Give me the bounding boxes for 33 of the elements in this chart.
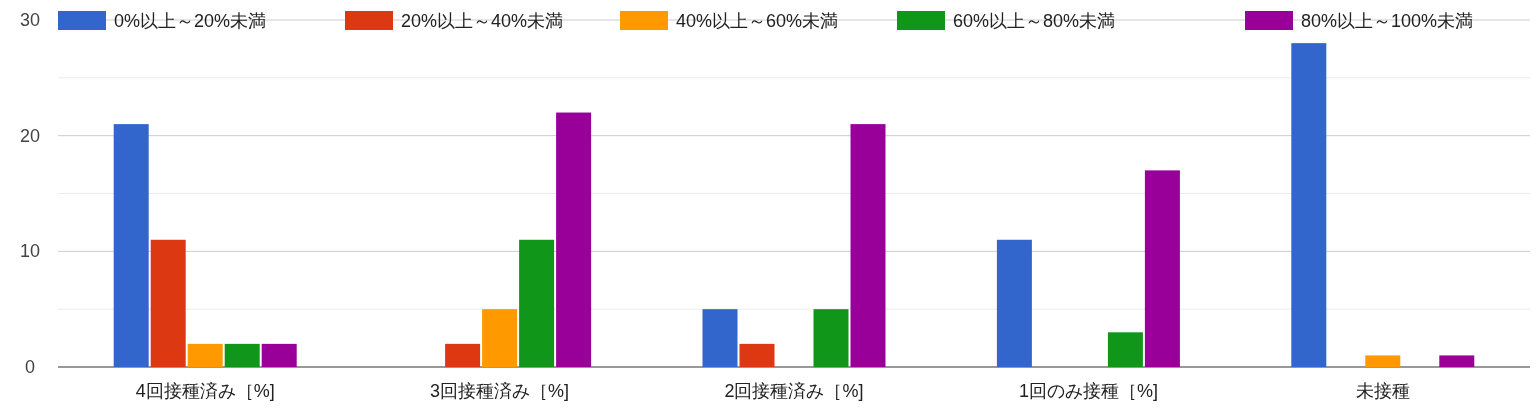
legend-label: 40%以上～60%未満 bbox=[676, 11, 839, 31]
bar bbox=[1365, 355, 1401, 367]
x-tick-label: 1回のみ接種［%] bbox=[1018, 381, 1158, 401]
legend-label: 20%以上～40%未満 bbox=[401, 11, 564, 31]
bar bbox=[1439, 355, 1475, 367]
bar bbox=[113, 124, 149, 367]
bar bbox=[1107, 332, 1143, 367]
bar bbox=[556, 112, 592, 367]
x-tick-label: 未接種 bbox=[1355, 381, 1410, 401]
legend-label: 80%以上～100%未満 bbox=[1301, 11, 1474, 31]
bar bbox=[519, 239, 555, 367]
y-tick-label: 0 bbox=[24, 357, 36, 377]
y-tick-label: 30 bbox=[19, 10, 41, 30]
bar bbox=[996, 239, 1032, 367]
y-tick-label: 20 bbox=[19, 125, 41, 146]
legend-label: 0%以上～20%未満 bbox=[114, 11, 267, 31]
bar bbox=[261, 343, 297, 367]
bar bbox=[224, 343, 260, 367]
bar bbox=[702, 309, 738, 367]
y-tick-label: 10 bbox=[19, 241, 41, 262]
bar bbox=[1144, 170, 1180, 367]
bar bbox=[739, 343, 775, 367]
bar bbox=[150, 239, 186, 367]
x-tick-label: 3回接種済み［%] bbox=[430, 381, 570, 401]
x-tick-label: 2回接種済み［%] bbox=[724, 381, 864, 401]
x-tick-label: 4回接種済み［%] bbox=[135, 381, 275, 401]
bar bbox=[850, 124, 886, 367]
bar bbox=[813, 309, 849, 367]
bar bbox=[445, 343, 481, 367]
legend-label: 60%以上～80%未満 bbox=[953, 11, 1116, 31]
bar bbox=[187, 343, 223, 367]
bar bbox=[1291, 43, 1327, 367]
bar bbox=[482, 309, 518, 367]
